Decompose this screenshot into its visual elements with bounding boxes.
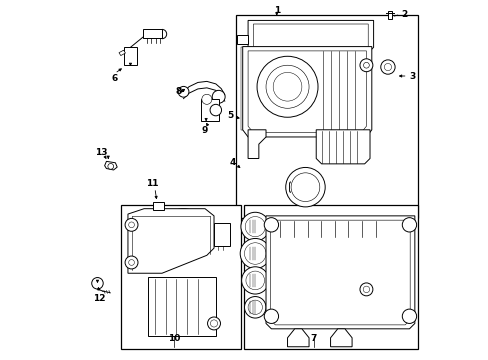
Circle shape [380, 60, 394, 74]
Circle shape [359, 59, 372, 72]
Bar [201, 99, 219, 121]
Text: 2: 2 [400, 10, 407, 19]
Text: 1: 1 [273, 6, 279, 15]
Polygon shape [242, 46, 371, 137]
Circle shape [210, 104, 221, 116]
Bar [214, 223, 230, 246]
Polygon shape [143, 30, 162, 39]
Circle shape [402, 218, 416, 232]
Circle shape [264, 218, 278, 232]
Text: 6: 6 [111, 75, 118, 84]
Circle shape [363, 62, 368, 68]
Polygon shape [247, 130, 265, 158]
Circle shape [212, 90, 224, 103]
Circle shape [241, 212, 269, 241]
Polygon shape [270, 220, 409, 325]
Circle shape [202, 94, 211, 104]
Text: 4: 4 [229, 158, 236, 167]
Bar [121, 205, 241, 348]
Circle shape [245, 271, 264, 290]
Circle shape [178, 86, 188, 97]
Circle shape [210, 320, 217, 327]
Polygon shape [128, 209, 214, 273]
Circle shape [257, 56, 317, 117]
Bar [244, 205, 418, 348]
Circle shape [138, 239, 157, 257]
Circle shape [207, 317, 220, 330]
Circle shape [247, 300, 262, 315]
Circle shape [265, 65, 308, 108]
Circle shape [241, 267, 268, 294]
Text: 5: 5 [227, 111, 233, 120]
Circle shape [92, 278, 103, 289]
Polygon shape [247, 21, 373, 54]
Text: 11: 11 [146, 179, 158, 188]
Circle shape [128, 260, 134, 265]
Text: 9: 9 [202, 126, 208, 135]
Circle shape [402, 309, 416, 323]
Text: 12: 12 [93, 294, 106, 303]
Circle shape [128, 222, 134, 228]
Polygon shape [265, 216, 414, 329]
Polygon shape [316, 130, 369, 164]
Circle shape [244, 243, 265, 264]
Polygon shape [147, 277, 215, 336]
Polygon shape [253, 24, 367, 56]
Circle shape [285, 167, 325, 207]
Text: 8: 8 [175, 86, 181, 95]
Circle shape [125, 219, 138, 231]
Polygon shape [330, 329, 351, 347]
Circle shape [162, 209, 204, 252]
Text: 13: 13 [95, 148, 108, 157]
Circle shape [108, 163, 113, 169]
Circle shape [240, 238, 270, 269]
Circle shape [363, 286, 369, 293]
Polygon shape [237, 35, 247, 44]
Polygon shape [104, 161, 117, 170]
Circle shape [264, 309, 278, 323]
Circle shape [168, 215, 198, 245]
Circle shape [244, 217, 265, 237]
Circle shape [133, 234, 162, 262]
Circle shape [290, 173, 319, 202]
Polygon shape [241, 47, 251, 130]
Bar [153, 202, 163, 211]
Polygon shape [119, 50, 125, 55]
Circle shape [273, 72, 301, 101]
Text: 7: 7 [310, 334, 316, 343]
Polygon shape [287, 329, 308, 347]
Polygon shape [247, 51, 366, 132]
Polygon shape [124, 47, 137, 65]
Text: 10: 10 [167, 334, 180, 343]
Bar [387, 12, 391, 19]
Circle shape [384, 63, 391, 71]
Circle shape [244, 297, 265, 318]
Bar [235, 15, 418, 218]
Circle shape [125, 256, 138, 269]
Text: 3: 3 [408, 72, 415, 81]
Circle shape [359, 283, 372, 296]
